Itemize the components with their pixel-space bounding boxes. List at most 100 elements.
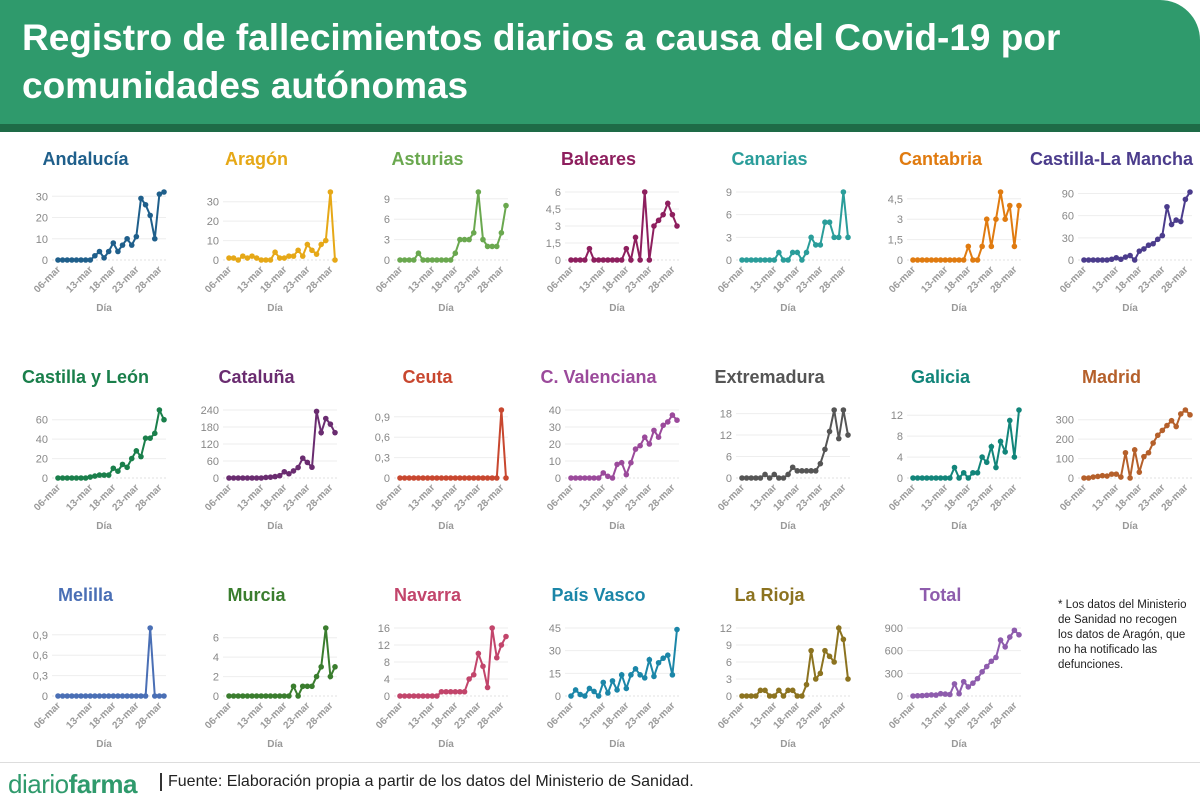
data-point <box>461 475 468 481</box>
data-point <box>55 475 61 481</box>
data-point <box>794 468 801 474</box>
data-point <box>59 693 66 699</box>
data-point <box>119 461 126 468</box>
data-point <box>600 470 607 476</box>
y-tick-label: 0,6 <box>375 432 390 444</box>
panel-title: Navarra <box>393 585 462 605</box>
data-point <box>92 693 98 699</box>
data-point <box>997 189 1004 195</box>
data-point <box>762 687 768 694</box>
data-point <box>776 249 782 256</box>
data-point <box>87 693 94 699</box>
header-banner: Registro de fallecimientos diarios a cau… <box>0 0 1200 124</box>
data-point <box>64 475 71 481</box>
data-point <box>664 419 671 425</box>
data-point <box>845 676 851 682</box>
data-point <box>803 681 810 688</box>
y-tick-label: 40 <box>549 405 561 417</box>
panel-extremadura: 0 6 12 18 06-mar 13-mar 18-mar 23-mar 28-mar Día E… <box>684 363 855 563</box>
data-point <box>914 692 921 699</box>
data-point <box>910 257 916 263</box>
y-tick-label: 6 <box>213 633 219 645</box>
data-point <box>115 468 121 474</box>
data-point <box>1150 240 1156 247</box>
data-point <box>591 688 597 695</box>
data-point <box>1127 252 1133 259</box>
data-point <box>69 693 75 699</box>
x-axis-label: Día <box>267 303 283 314</box>
y-tick-label: 3 <box>726 674 732 686</box>
data-point <box>937 690 944 697</box>
data-point <box>776 687 782 694</box>
x-tick-label: 06-mar <box>545 482 576 513</box>
panel-title: País Vasco <box>551 585 646 605</box>
panel-title: C. Valenciana <box>540 367 657 387</box>
data-point <box>161 416 167 423</box>
x-tick-label: 06-mar <box>374 264 405 295</box>
data-point <box>743 693 750 699</box>
data-point <box>415 475 422 481</box>
data-point <box>937 257 944 263</box>
y-tick-label: 8 <box>897 431 903 443</box>
x-axis-label: Día <box>96 521 112 532</box>
data-point <box>480 663 486 670</box>
line-chart: 00,30,60,906-mar 13-mar18-mar23-mar28-mar… <box>32 625 167 750</box>
data-point <box>498 642 505 648</box>
data-point <box>808 234 814 241</box>
data-point <box>572 687 579 693</box>
data-point <box>928 692 935 698</box>
data-point <box>637 442 643 449</box>
data-point <box>156 693 163 699</box>
data-point <box>591 475 597 481</box>
data-point <box>632 446 639 452</box>
data-point <box>424 693 431 699</box>
data-point <box>429 475 436 481</box>
data-point <box>401 693 408 699</box>
data-point <box>420 475 426 481</box>
x-tick-label: 06-mar <box>32 264 63 295</box>
data-point <box>1131 257 1138 263</box>
logo-light: diario <box>8 769 69 799</box>
y-tick-label: 3 <box>384 235 390 247</box>
data-point <box>993 654 999 661</box>
series-line <box>229 411 336 479</box>
data-point <box>78 475 84 481</box>
x-axis-label: Día <box>267 739 283 750</box>
y-tick-label: 4 <box>384 674 390 686</box>
data-point <box>101 472 107 478</box>
x-tick-label: 06-mar <box>545 700 576 731</box>
data-point <box>1011 243 1018 250</box>
data-point <box>420 693 426 699</box>
data-point <box>151 693 158 699</box>
data-point <box>1159 232 1166 239</box>
y-tick-label: 20 <box>36 454 48 466</box>
data-point <box>253 475 260 481</box>
data-point <box>780 693 787 699</box>
y-tick-label: 30 <box>549 646 561 658</box>
data-point <box>1090 257 1097 263</box>
data-point <box>230 255 237 261</box>
data-point <box>789 464 796 471</box>
data-point <box>327 189 334 195</box>
data-point <box>1136 469 1143 475</box>
x-axis-label: Día <box>438 303 454 314</box>
data-point <box>785 257 791 263</box>
diariofarma-logo: diariofarma <box>8 769 137 800</box>
data-point <box>826 653 833 660</box>
data-point <box>240 475 246 481</box>
data-point <box>664 652 671 658</box>
data-point <box>443 475 449 481</box>
data-point <box>766 475 773 481</box>
data-point <box>655 659 662 666</box>
data-point <box>651 673 657 680</box>
data-point <box>226 693 232 699</box>
data-point <box>605 473 611 480</box>
data-point <box>979 454 985 460</box>
data-point <box>835 234 842 241</box>
y-tick-label: 40 <box>36 434 48 446</box>
data-point <box>249 253 255 259</box>
y-tick-label: 4 <box>897 452 903 464</box>
